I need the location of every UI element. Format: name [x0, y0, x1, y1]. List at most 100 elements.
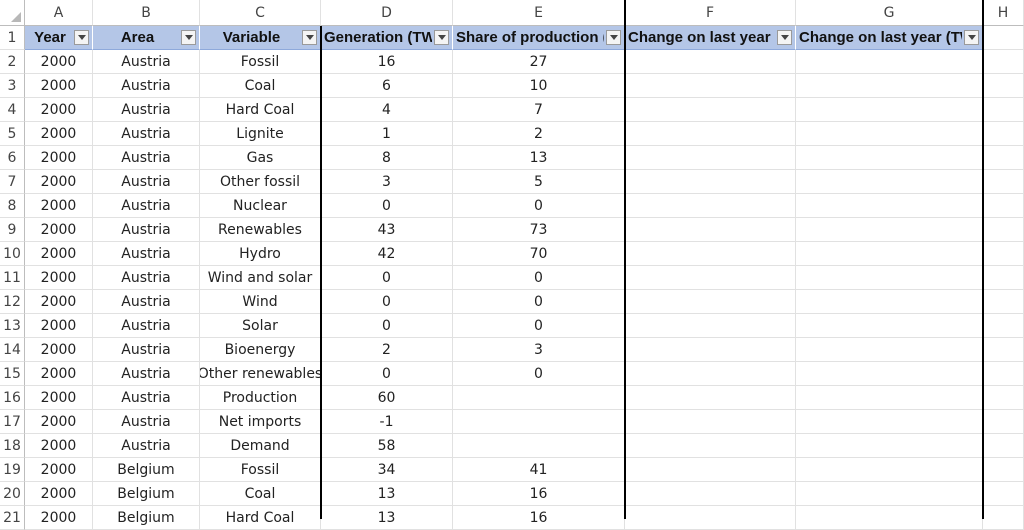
row-header[interactable]: 10: [0, 242, 25, 266]
cell-empty[interactable]: [625, 242, 796, 266]
cell-empty[interactable]: [983, 290, 1024, 314]
cell-share[interactable]: 0: [453, 194, 625, 218]
cell-gen[interactable]: 8: [321, 146, 453, 170]
row-header[interactable]: 6: [0, 146, 25, 170]
cell-year[interactable]: 2000: [25, 266, 93, 290]
cell-empty[interactable]: [796, 146, 983, 170]
cell-share[interactable]: 16: [453, 482, 625, 506]
cell-year[interactable]: 2000: [25, 122, 93, 146]
row-header[interactable]: 2: [0, 50, 25, 74]
cell-area[interactable]: Austria: [93, 50, 200, 74]
filter-dropdown-button[interactable]: [181, 30, 196, 45]
cell-year[interactable]: 2000: [25, 290, 93, 314]
cell-share[interactable]: 27: [453, 50, 625, 74]
cell-gen[interactable]: 6: [321, 74, 453, 98]
cell-empty[interactable]: [983, 410, 1024, 434]
cell-empty[interactable]: [625, 362, 796, 386]
cell-year[interactable]: 2000: [25, 74, 93, 98]
cell-gen[interactable]: 3: [321, 170, 453, 194]
cell-empty[interactable]: [983, 218, 1024, 242]
cell-empty[interactable]: [796, 50, 983, 74]
cell-empty[interactable]: [796, 338, 983, 362]
cell-year[interactable]: 2000: [25, 410, 93, 434]
cell-variable[interactable]: Coal: [200, 482, 321, 506]
cell-empty[interactable]: [796, 386, 983, 410]
filter-dropdown-button[interactable]: [302, 30, 317, 45]
row-header[interactable]: 15: [0, 362, 25, 386]
cell-empty[interactable]: [625, 218, 796, 242]
cell-empty[interactable]: [796, 122, 983, 146]
cell-share[interactable]: 0: [453, 266, 625, 290]
row-header[interactable]: 9: [0, 218, 25, 242]
row-header[interactable]: 4: [0, 98, 25, 122]
cell-empty[interactable]: [983, 50, 1024, 74]
filter-dropdown-button[interactable]: [434, 30, 449, 45]
cell-gen[interactable]: 0: [321, 266, 453, 290]
cell-gen[interactable]: 0: [321, 314, 453, 338]
cell-empty[interactable]: [983, 482, 1024, 506]
cell-empty[interactable]: [983, 386, 1024, 410]
cell-empty[interactable]: [796, 242, 983, 266]
cell-empty[interactable]: [796, 290, 983, 314]
cell-empty[interactable]: [625, 338, 796, 362]
cell-year[interactable]: 2000: [25, 146, 93, 170]
cell-gen[interactable]: -1: [321, 410, 453, 434]
cell-empty[interactable]: [983, 170, 1024, 194]
cell-empty[interactable]: [796, 74, 983, 98]
cell-empty[interactable]: [625, 266, 796, 290]
cell-area[interactable]: Austria: [93, 410, 200, 434]
cell-area[interactable]: Austria: [93, 266, 200, 290]
cell-empty[interactable]: [983, 122, 1024, 146]
filter-dropdown-button[interactable]: [964, 30, 979, 45]
cell-variable[interactable]: Fossil: [200, 458, 321, 482]
cell-gen[interactable]: 43: [321, 218, 453, 242]
cell-empty[interactable]: [983, 98, 1024, 122]
cell-variable[interactable]: Nuclear: [200, 194, 321, 218]
cell-variable[interactable]: Lignite: [200, 122, 321, 146]
cell-area[interactable]: Austria: [93, 170, 200, 194]
cell-empty[interactable]: [625, 434, 796, 458]
cell-year[interactable]: 2000: [25, 458, 93, 482]
cell-gen[interactable]: 2: [321, 338, 453, 362]
cell-share[interactable]: 0: [453, 362, 625, 386]
cell-variable[interactable]: Other renewables: [200, 362, 321, 386]
cell-share[interactable]: [453, 434, 625, 458]
column-header-g[interactable]: G: [796, 0, 983, 26]
header-cell-f[interactable]: Change on last year (%): [625, 26, 796, 50]
header-cell-d[interactable]: Generation (TWh): [321, 26, 453, 50]
cell-gen[interactable]: 0: [321, 362, 453, 386]
cell-variable[interactable]: Solar: [200, 314, 321, 338]
row-header[interactable]: 5: [0, 122, 25, 146]
cell-variable[interactable]: Gas: [200, 146, 321, 170]
cell-year[interactable]: 2000: [25, 194, 93, 218]
cell-share[interactable]: 10: [453, 74, 625, 98]
filter-dropdown-button[interactable]: [606, 30, 621, 45]
cell-empty[interactable]: [625, 170, 796, 194]
cell-year[interactable]: 2000: [25, 386, 93, 410]
column-header-a[interactable]: A: [25, 0, 93, 26]
cell-empty[interactable]: [983, 338, 1024, 362]
column-header-b[interactable]: B: [93, 0, 200, 26]
cell-empty[interactable]: [625, 290, 796, 314]
cell-area[interactable]: Austria: [93, 74, 200, 98]
cell-empty[interactable]: [625, 314, 796, 338]
cell-empty[interactable]: [796, 98, 983, 122]
cell-gen[interactable]: 0: [321, 194, 453, 218]
cell-area[interactable]: Austria: [93, 386, 200, 410]
cell-empty[interactable]: [625, 122, 796, 146]
row-header[interactable]: 7: [0, 170, 25, 194]
cell-empty[interactable]: [983, 194, 1024, 218]
cell-area[interactable]: Austria: [93, 98, 200, 122]
cell-h1[interactable]: [983, 26, 1024, 50]
header-cell-b[interactable]: Area: [93, 26, 200, 50]
cell-empty[interactable]: [625, 74, 796, 98]
cell-area[interactable]: Austria: [93, 434, 200, 458]
cell-empty[interactable]: [625, 386, 796, 410]
cell-empty[interactable]: [796, 194, 983, 218]
cell-empty[interactable]: [796, 434, 983, 458]
cell-variable[interactable]: Bioenergy: [200, 338, 321, 362]
cell-empty[interactable]: [625, 194, 796, 218]
cell-empty[interactable]: [983, 314, 1024, 338]
cell-gen[interactable]: 1: [321, 122, 453, 146]
cell-area[interactable]: Austria: [93, 314, 200, 338]
